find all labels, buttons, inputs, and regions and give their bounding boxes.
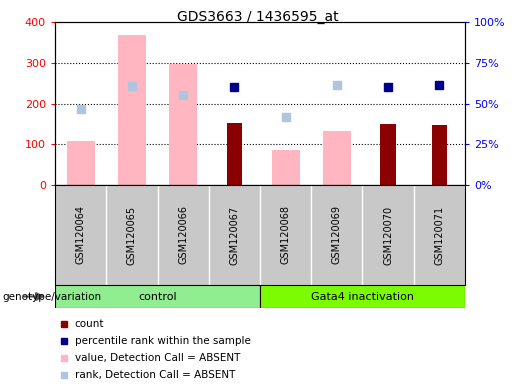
Bar	[323, 131, 351, 185]
Bar	[381, 124, 396, 185]
Text: GDS3663 / 1436595_at: GDS3663 / 1436595_at	[177, 10, 338, 23]
Text: rank, Detection Call = ABSENT: rank, Detection Call = ABSENT	[75, 371, 235, 381]
Bar	[227, 123, 242, 185]
Text: GSM120068: GSM120068	[281, 205, 290, 265]
Text: GSM120065: GSM120065	[127, 205, 137, 265]
Text: percentile rank within the sample: percentile rank within the sample	[75, 336, 250, 346]
Text: GSM120067: GSM120067	[229, 205, 239, 265]
Text: GSM120070: GSM120070	[383, 205, 393, 265]
Bar	[260, 285, 465, 308]
Bar	[55, 285, 260, 308]
Text: count: count	[75, 319, 104, 329]
Text: GSM120071: GSM120071	[434, 205, 444, 265]
Text: GSM120069: GSM120069	[332, 205, 342, 265]
Text: control: control	[138, 291, 177, 301]
Bar	[169, 64, 197, 185]
Text: GSM120064: GSM120064	[76, 205, 85, 265]
Bar	[432, 125, 447, 185]
Bar	[118, 35, 146, 185]
Text: value, Detection Call = ABSENT: value, Detection Call = ABSENT	[75, 353, 240, 363]
Text: Gata4 inactivation: Gata4 inactivation	[311, 291, 414, 301]
Text: genotype/variation: genotype/variation	[3, 291, 101, 301]
Bar	[66, 141, 95, 185]
Text: GSM120066: GSM120066	[178, 205, 188, 265]
Bar	[271, 151, 300, 185]
